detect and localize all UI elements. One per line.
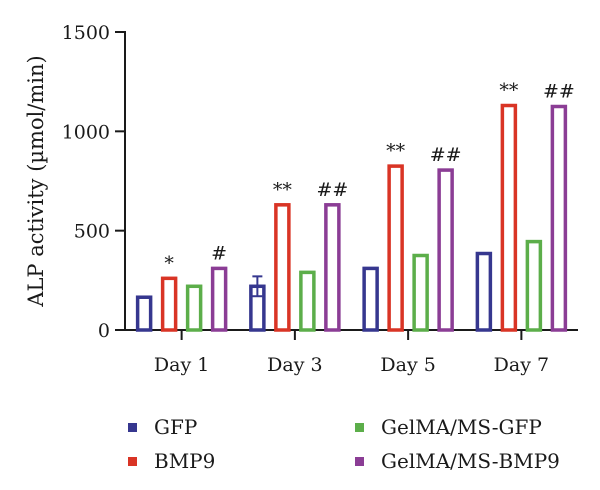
y-axis-title: ALP activity (µmol/min) [24, 55, 48, 307]
significance-mark: # [211, 242, 227, 264]
legend-item: GFP [128, 415, 197, 439]
legend-label: GelMA/MS-BMP9 [381, 449, 560, 473]
significance-mark: ## [430, 144, 462, 166]
y-tick-label: 500 [74, 221, 110, 243]
legend-label: BMP9 [154, 449, 215, 473]
legend: GFP BMP9 GelMA/MS-GFP GelMA/MS-BMP9 [128, 415, 560, 473]
y-tick-label: 0 [98, 320, 110, 342]
significance-marks: * # ** ## ** ## ** ## [164, 80, 574, 275]
bar [412, 253, 429, 332]
bar [525, 239, 543, 332]
bar [387, 164, 404, 332]
legend-label: GelMA/MS-GFP [381, 415, 542, 439]
bars [135, 103, 568, 332]
legend-swatch [355, 423, 364, 432]
legend-item: GelMA/MS-GFP [355, 415, 542, 439]
bar [500, 103, 518, 332]
significance-mark: ** [499, 80, 519, 102]
bar [185, 284, 203, 332]
legend-swatch [128, 423, 137, 432]
x-tick-label: Day 3 [267, 354, 322, 376]
y-axis-ticks: 0 500 1000 1500 [62, 22, 125, 342]
bar [475, 251, 493, 332]
significance-mark: * [164, 252, 174, 274]
bar [362, 266, 379, 332]
significance-mark: ## [316, 179, 348, 201]
y-tick-label: 1000 [62, 121, 110, 143]
x-tick-label: Day 1 [154, 354, 209, 376]
bar [550, 104, 568, 332]
x-axis-ticks: Day 1 Day 3 Day 5 Day 7 [154, 330, 549, 376]
bar [324, 203, 341, 332]
legend-swatch [128, 457, 137, 466]
bar [274, 203, 291, 332]
significance-mark: ** [273, 179, 293, 201]
bar [135, 295, 153, 332]
legend-item: BMP9 [128, 449, 215, 473]
bar [210, 266, 228, 332]
bar [160, 276, 178, 332]
significance-mark: ## [543, 81, 575, 103]
bar [299, 270, 316, 332]
legend-item: GelMA/MS-BMP9 [355, 449, 560, 473]
significance-mark: ** [386, 140, 406, 162]
legend-swatch [355, 457, 364, 466]
x-tick-label: Day 7 [494, 354, 549, 376]
y-tick-label: 1500 [62, 22, 110, 44]
bar [437, 168, 454, 332]
legend-label: GFP [154, 415, 197, 439]
x-tick-label: Day 5 [380, 354, 435, 376]
